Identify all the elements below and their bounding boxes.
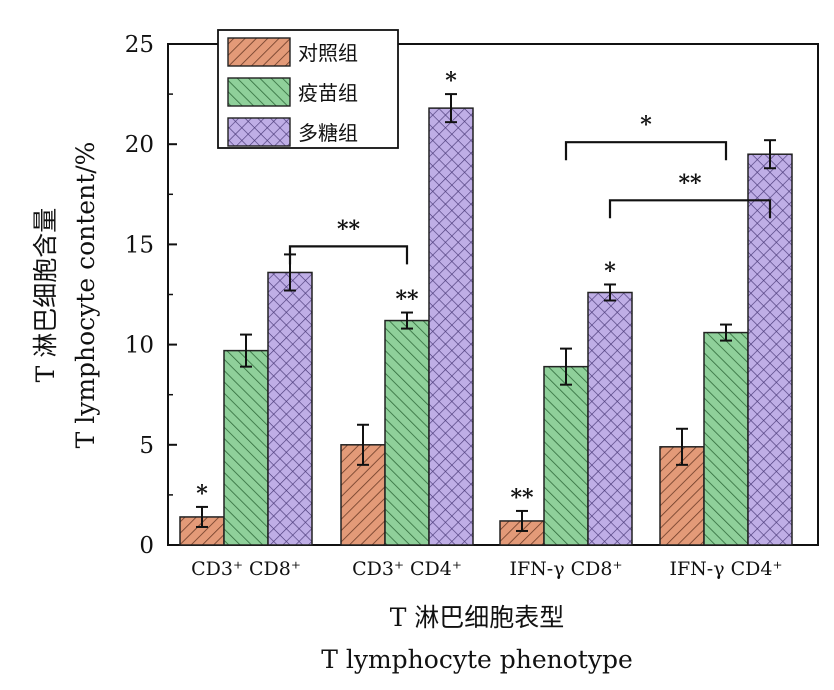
bracket-significance-mark: ** [337, 216, 361, 242]
y-axis-title-cn: T 淋巴细胞含量 [31, 208, 60, 383]
legend-swatch [227, 117, 291, 147]
y-tick-label: 0 [139, 533, 154, 559]
significance-mark: * [445, 68, 457, 94]
legend-label: 对照组 [298, 41, 358, 65]
y-tick-label: 10 [125, 333, 154, 359]
legend-swatch [227, 37, 291, 67]
legend-label: 疫苗组 [298, 81, 358, 105]
legend-label: 多糖组 [298, 121, 358, 145]
bar-2-2 [587, 291, 633, 546]
comparison-bracket [564, 141, 728, 161]
comparison-bracket [288, 245, 409, 265]
bracket-significance-mark: ** [678, 170, 702, 196]
bracket-significance-mark: * [640, 112, 652, 138]
bar-1-0 [223, 349, 269, 546]
x-axis-title-cn: T 淋巴细胞表型 [390, 603, 565, 632]
bar-2-1 [428, 107, 474, 546]
x-axis-title-en: T lymphocyte phenotype [321, 645, 633, 674]
bar-1-3 [703, 331, 749, 546]
bar-1-2 [543, 365, 589, 546]
y-tick-label: 15 [125, 232, 154, 258]
bar-2-3 [747, 153, 793, 546]
y-tick-label: 5 [139, 433, 154, 459]
x-category-label: CD3⁺ CD8⁺ [191, 558, 301, 580]
bar-1-1 [384, 319, 430, 546]
x-category-label: CD3⁺ CD4⁺ [352, 558, 462, 580]
y-tick-label: 20 [125, 132, 154, 158]
significance-mark: * [196, 481, 208, 507]
x-category-label: IFN-γ CD4⁺ [669, 558, 782, 580]
comparison-bracket [608, 199, 772, 219]
y-axis-title-en: T lymphocyte content/% [71, 142, 100, 449]
significance-mark: * [604, 258, 616, 284]
y-tick-label: 25 [125, 32, 154, 58]
bar-2-0 [267, 271, 313, 546]
x-category-label: IFN-γ CD8⁺ [509, 558, 622, 580]
significance-mark: ** [395, 287, 419, 313]
significance-mark: ** [510, 485, 534, 511]
legend-swatch [227, 77, 291, 107]
